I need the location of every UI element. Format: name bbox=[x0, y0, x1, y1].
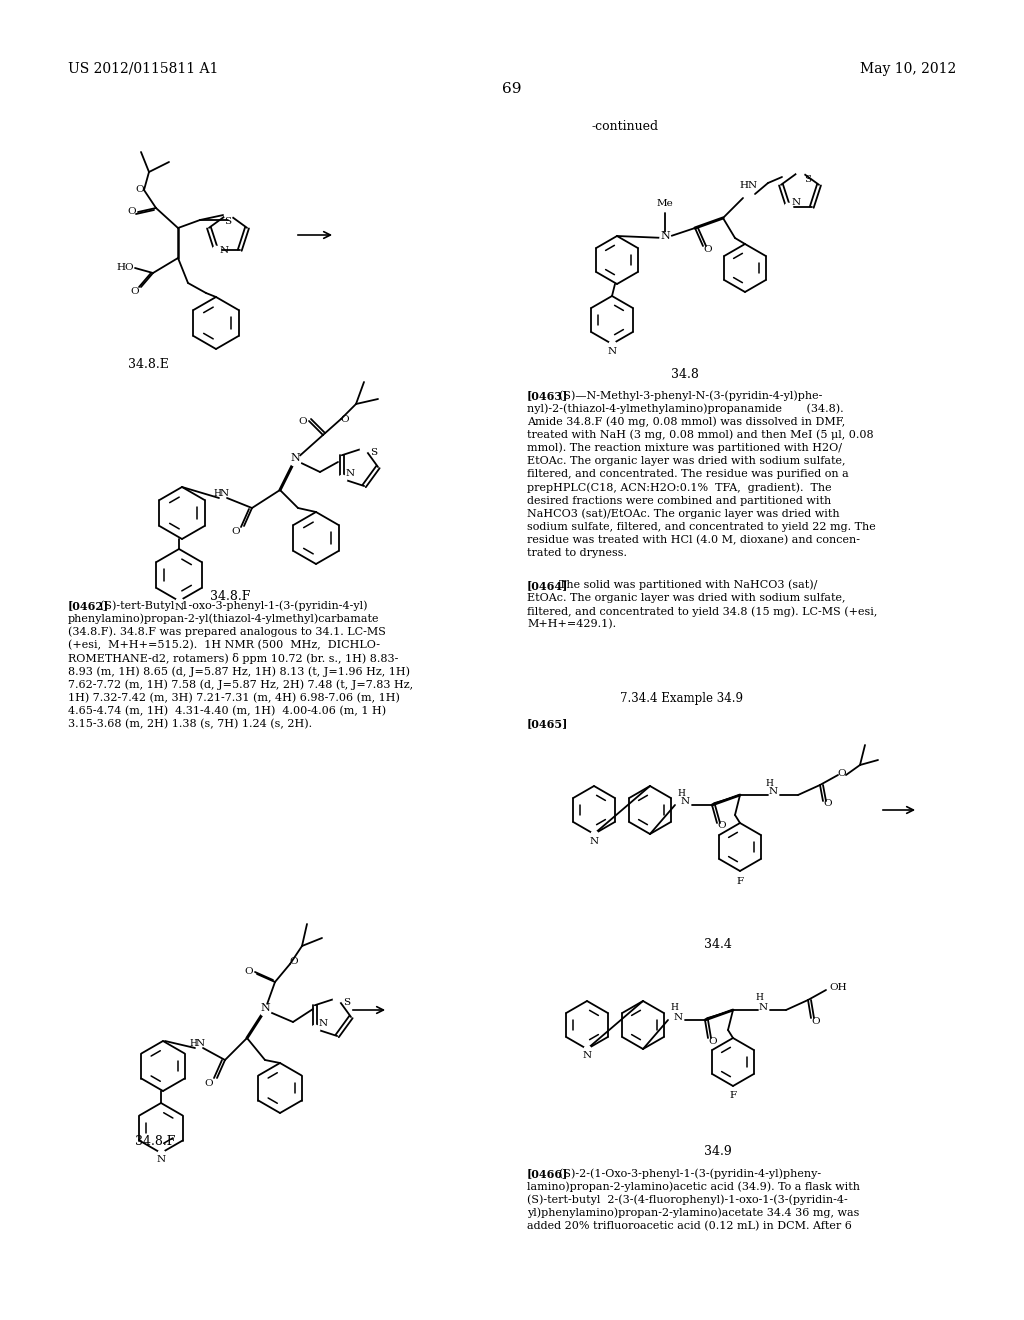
Text: H: H bbox=[189, 1039, 197, 1048]
Text: May 10, 2012: May 10, 2012 bbox=[860, 62, 956, 77]
Text: (S)-tert-Butyl  1-oxo-3-phenyl-1-(3-(pyridin-4-yl): (S)-tert-Butyl 1-oxo-3-phenyl-1-(3-(pyri… bbox=[93, 601, 368, 611]
Text: (34.8.F). 34.8.F was prepared analogous to 34.1. LC-MS: (34.8.F). 34.8.F was prepared analogous … bbox=[68, 627, 386, 638]
Text: O: O bbox=[290, 957, 298, 966]
Text: N: N bbox=[196, 1039, 205, 1048]
Text: HN: HN bbox=[740, 181, 758, 190]
Text: N: N bbox=[792, 198, 801, 207]
Text: [0463]: [0463] bbox=[527, 389, 568, 401]
Text: S: S bbox=[371, 449, 378, 458]
Polygon shape bbox=[705, 1010, 734, 1020]
Text: 34.8.F: 34.8.F bbox=[135, 1135, 175, 1148]
Text: N: N bbox=[174, 603, 183, 612]
Text: N: N bbox=[660, 231, 670, 242]
Text: N: N bbox=[680, 797, 689, 807]
Text: O: O bbox=[709, 1036, 718, 1045]
Text: residue was treated with HCl (4.0 M, dioxane) and concen-: residue was treated with HCl (4.0 M, dio… bbox=[527, 535, 860, 545]
Text: S: S bbox=[805, 174, 812, 183]
Text: 7.34.4 Example 34.9: 7.34.4 Example 34.9 bbox=[620, 692, 743, 705]
Text: N: N bbox=[674, 1012, 683, 1022]
Text: O: O bbox=[231, 528, 241, 536]
Text: N: N bbox=[345, 469, 354, 478]
Text: lamino)propan-2-ylamino)acetic acid (34.9). To a flask with: lamino)propan-2-ylamino)acetic acid (34.… bbox=[527, 1181, 860, 1192]
Text: O: O bbox=[136, 186, 144, 194]
Text: H: H bbox=[755, 994, 763, 1002]
Text: H: H bbox=[670, 1003, 678, 1012]
Text: (S)—N-Methyl-3-phenyl-N-(3-(pyridin-4-yl)phe-: (S)—N-Methyl-3-phenyl-N-(3-(pyridin-4-yl… bbox=[552, 389, 822, 400]
Text: ROMETHANE-d2, rotamers) δ ppm 10.72 (br. s., 1H) 8.83-: ROMETHANE-d2, rotamers) δ ppm 10.72 (br.… bbox=[68, 653, 398, 664]
Text: S: S bbox=[344, 998, 351, 1007]
Text: O: O bbox=[205, 1080, 213, 1089]
Text: 4.65-4.74 (m, 1H)  4.31-4.40 (m, 1H)  4.00-4.06 (m, 1 H): 4.65-4.74 (m, 1H) 4.31-4.40 (m, 1H) 4.00… bbox=[68, 706, 386, 715]
Text: O: O bbox=[838, 768, 846, 777]
Text: EtOAc. The organic layer was dried with sodium sulfate,: EtOAc. The organic layer was dried with … bbox=[527, 593, 846, 603]
Text: O: O bbox=[718, 821, 726, 830]
Text: F: F bbox=[736, 876, 743, 886]
Text: 34.8.F: 34.8.F bbox=[210, 590, 250, 603]
Text: treated with NaH (3 mg, 0.08 mmol) and then MeI (5 μl, 0.08: treated with NaH (3 mg, 0.08 mmol) and t… bbox=[527, 429, 873, 440]
Text: (S)-tert-butyl  2-(3-(4-fluorophenyl)-1-oxo-1-(3-(pyridin-4-: (S)-tert-butyl 2-(3-(4-fluorophenyl)-1-o… bbox=[527, 1195, 848, 1205]
Text: HO: HO bbox=[116, 263, 134, 272]
Text: filtered, and concentrated to yield 34.8 (15 mg). LC-MS (+esi,: filtered, and concentrated to yield 34.8… bbox=[527, 606, 878, 616]
Text: 3.15-3.68 (m, 2H) 1.38 (s, 7H) 1.24 (s, 2H).: 3.15-3.68 (m, 2H) 1.38 (s, 7H) 1.24 (s, … bbox=[68, 719, 312, 729]
Text: N: N bbox=[220, 246, 228, 255]
Text: O: O bbox=[128, 207, 136, 216]
Text: -continued: -continued bbox=[591, 120, 658, 133]
Text: N: N bbox=[583, 1052, 592, 1060]
Text: O: O bbox=[131, 286, 139, 296]
Text: OH: OH bbox=[829, 983, 847, 993]
Text: O: O bbox=[703, 244, 713, 253]
Text: [0464]: [0464] bbox=[527, 579, 568, 591]
Text: [0466]: [0466] bbox=[527, 1168, 568, 1179]
Text: The solid was partitioned with NaHCO3 (sat)/: The solid was partitioned with NaHCO3 (s… bbox=[552, 579, 817, 590]
Text: US 2012/0115811 A1: US 2012/0115811 A1 bbox=[68, 62, 218, 77]
Text: N: N bbox=[590, 837, 599, 846]
Text: N: N bbox=[768, 788, 777, 796]
Text: H: H bbox=[677, 788, 685, 797]
Text: 34.9: 34.9 bbox=[705, 1144, 732, 1158]
Text: 8.93 (m, 1H) 8.65 (d, J=5.87 Hz, 1H) 8.13 (t, J=1.96 Hz, 1H): 8.93 (m, 1H) 8.65 (d, J=5.87 Hz, 1H) 8.1… bbox=[68, 667, 410, 677]
Text: 7.62-7.72 (m, 1H) 7.58 (d, J=5.87 Hz, 2H) 7.48 (t, J=7.83 Hz,: 7.62-7.72 (m, 1H) 7.58 (d, J=5.87 Hz, 2H… bbox=[68, 680, 413, 690]
Text: 34.8.E: 34.8.E bbox=[128, 358, 168, 371]
Text: O: O bbox=[245, 968, 253, 977]
Text: 34.4: 34.4 bbox=[705, 939, 732, 950]
Text: Amide 34.8.F (40 mg, 0.08 mmol) was dissolved in DMF,: Amide 34.8.F (40 mg, 0.08 mmol) was diss… bbox=[527, 416, 845, 426]
Text: prepHPLC(C18, ACN:H2O:0.1%  TFA,  gradient).  The: prepHPLC(C18, ACN:H2O:0.1% TFA, gradient… bbox=[527, 482, 831, 492]
Text: Me: Me bbox=[656, 198, 674, 207]
Polygon shape bbox=[712, 795, 741, 805]
Text: O: O bbox=[823, 800, 833, 808]
Text: 34.8: 34.8 bbox=[671, 368, 699, 381]
Text: [0462]: [0462] bbox=[68, 601, 110, 611]
Text: [0465]: [0465] bbox=[527, 718, 568, 729]
Text: S: S bbox=[224, 218, 231, 227]
Text: nyl)-2-(thiazol-4-ylmethylamino)propanamide       (34.8).: nyl)-2-(thiazol-4-ylmethylamino)propanam… bbox=[527, 403, 844, 413]
Text: N: N bbox=[607, 346, 616, 355]
Text: (S)-2-(1-Oxo-3-phenyl-1-(3-(pyridin-4-yl)pheny-: (S)-2-(1-Oxo-3-phenyl-1-(3-(pyridin-4-yl… bbox=[552, 1168, 821, 1179]
Text: N: N bbox=[318, 1019, 328, 1028]
Text: NaHCO3 (sat)/EtOAc. The organic layer was dried with: NaHCO3 (sat)/EtOAc. The organic layer wa… bbox=[527, 508, 840, 519]
Text: O: O bbox=[299, 417, 307, 425]
Text: added 20% trifluoroacetic acid (0.12 mL) in DCM. After 6: added 20% trifluoroacetic acid (0.12 mL)… bbox=[527, 1221, 852, 1232]
Text: yl)phenylamino)propan-2-ylamino)acetate 34.4 36 mg, was: yl)phenylamino)propan-2-ylamino)acetate … bbox=[527, 1208, 859, 1218]
Text: F: F bbox=[729, 1092, 736, 1101]
Text: N: N bbox=[219, 488, 228, 498]
Text: (+esi,  M+H+=515.2).  1H NMR (500  MHz,  DICHLO-: (+esi, M+H+=515.2). 1H NMR (500 MHz, DIC… bbox=[68, 640, 380, 649]
Text: 1H) 7.32-7.42 (m, 3H) 7.21-7.31 (m, 4H) 6.98-7.06 (m, 1H): 1H) 7.32-7.42 (m, 3H) 7.21-7.31 (m, 4H) … bbox=[68, 693, 400, 702]
Text: trated to dryness.: trated to dryness. bbox=[527, 548, 627, 558]
Text: O: O bbox=[341, 414, 349, 424]
Text: filtered, and concentrated. The residue was purified on a: filtered, and concentrated. The residue … bbox=[527, 469, 849, 479]
Text: EtOAc. The organic layer was dried with sodium sulfate,: EtOAc. The organic layer was dried with … bbox=[527, 455, 846, 466]
Text: O: O bbox=[812, 1016, 820, 1026]
Text: H: H bbox=[213, 488, 221, 498]
Text: phenylamino)propan-2-yl(thiazol-4-ylmethyl)carbamate: phenylamino)propan-2-yl(thiazol-4-ylmeth… bbox=[68, 614, 380, 624]
Text: desired fractions were combined and partitioned with: desired fractions were combined and part… bbox=[527, 495, 831, 506]
Text: N: N bbox=[260, 1003, 270, 1012]
Text: H: H bbox=[765, 779, 773, 788]
Text: N: N bbox=[759, 1002, 768, 1011]
Text: sodium sulfate, filtered, and concentrated to yield 22 mg. The: sodium sulfate, filtered, and concentrat… bbox=[527, 521, 876, 532]
Text: 69: 69 bbox=[502, 82, 522, 96]
Text: N: N bbox=[157, 1155, 166, 1164]
Text: N: N bbox=[290, 453, 300, 463]
Text: mmol). The reaction mixture was partitioned with H2O/: mmol). The reaction mixture was partitio… bbox=[527, 442, 842, 453]
Text: M+H+=429.1).: M+H+=429.1). bbox=[527, 619, 616, 630]
